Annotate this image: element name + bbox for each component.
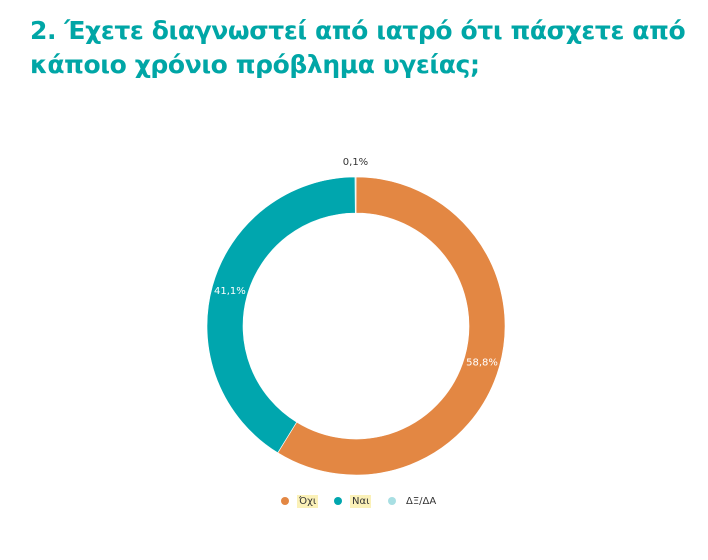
slice-value-label-dk-na: 0,1%: [343, 157, 368, 168]
slice-value-label-oxi: 58,8%: [466, 357, 498, 368]
legend-label: ΔΞ/ΔΑ: [406, 495, 437, 507]
legend-swatch: [334, 497, 342, 505]
legend-swatch: [281, 497, 289, 505]
donut-slice-nai: [206, 176, 356, 454]
legend-item-oxi: Όχι: [281, 492, 319, 510]
chart-title: 2. Έχετε διαγνωστεί από ιατρό ότι πάσχετ…: [30, 16, 686, 79]
legend-item-nai: Ναι: [334, 492, 372, 510]
donut-labels: 58,8% 41,1% 0,1%: [214, 157, 498, 368]
legend-label: Ναι: [350, 494, 372, 508]
slice-value-label-nai: 41,1%: [214, 286, 246, 297]
legend-swatch: [388, 497, 396, 505]
legend-item-dk-na: ΔΞ/ΔΑ: [388, 492, 438, 510]
donut-slices: [206, 176, 506, 476]
donut-slice-oxi: [277, 176, 506, 476]
legend-label: Όχι: [297, 494, 319, 508]
chart-legend: Όχι Ναι ΔΞ/ΔΑ: [0, 492, 708, 510]
donut-slice-dk-na: [354, 176, 357, 214]
